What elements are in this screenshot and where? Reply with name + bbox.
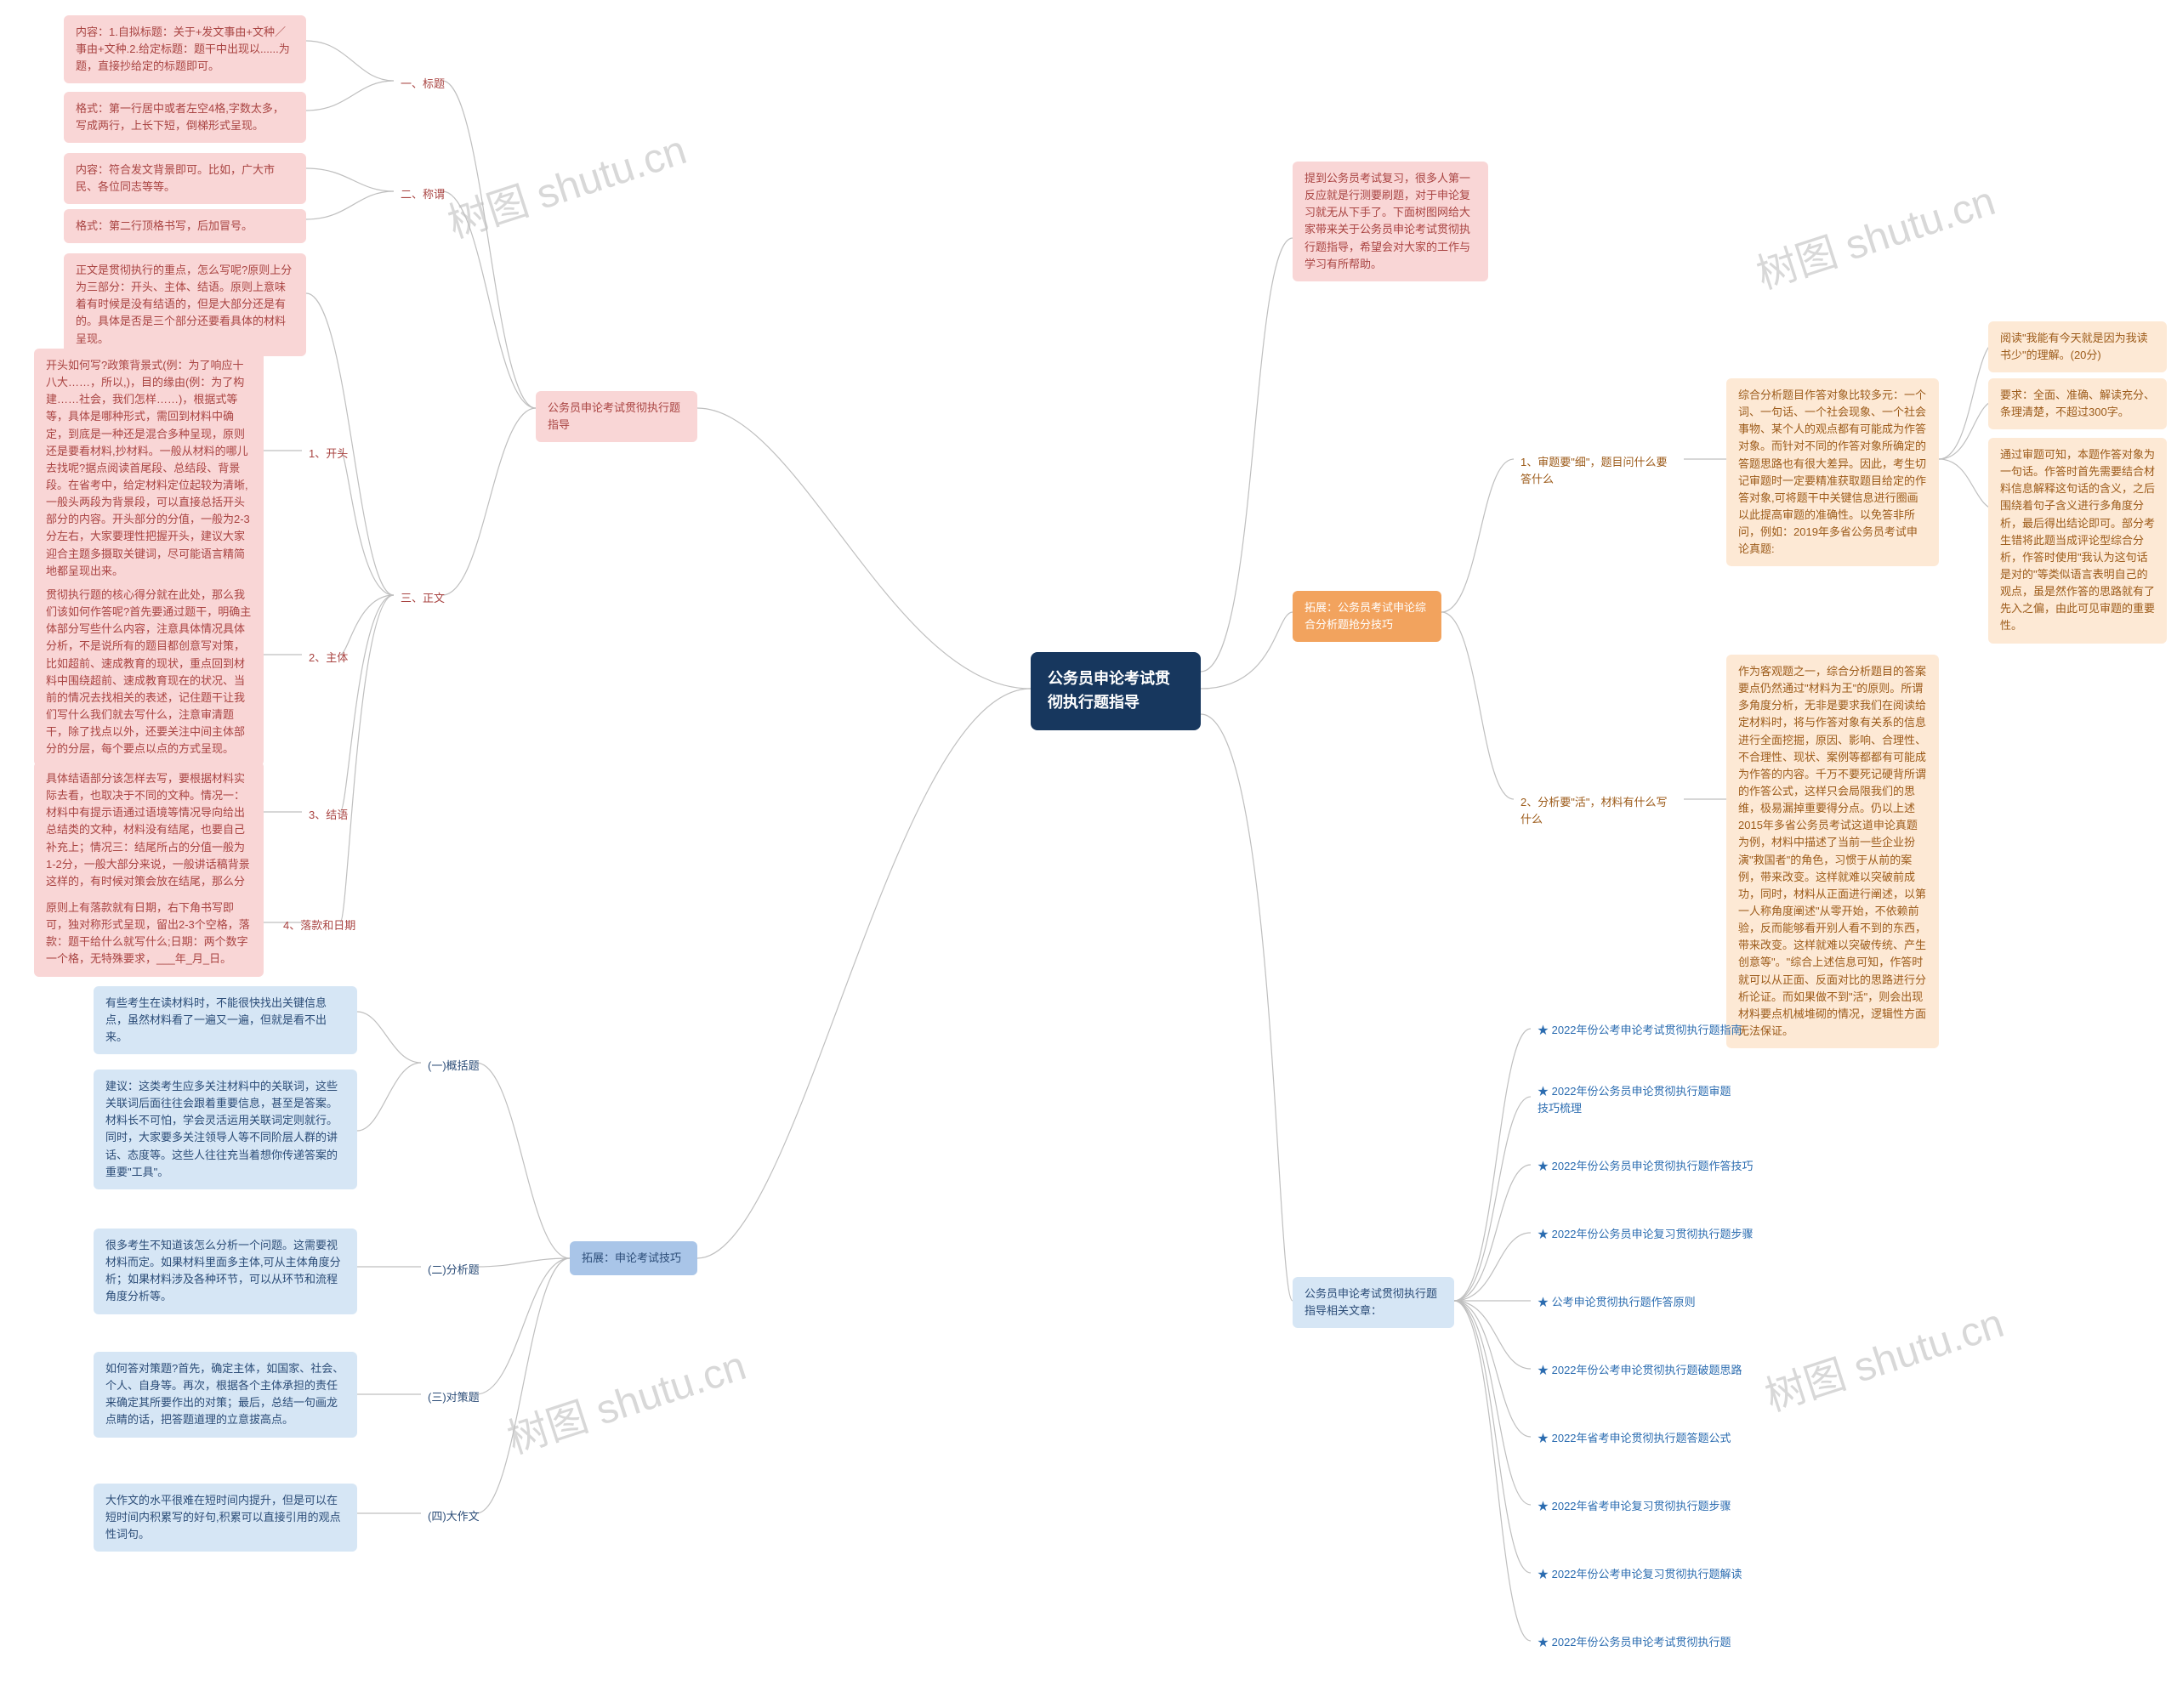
- leaf-sign: 原则上有落款就有日期，右下角书写即可，独对称形式呈现，留出2-3个空格，落款：题…: [34, 891, 264, 977]
- leaf-opening: 开头如何写?政策背景式(例：为了响应十八大……，所以,)，目的缘由(例：为了构建…: [34, 349, 264, 588]
- leaf-title-format: 格式：第一行居中或者左空4格,字数太多，写成两行，上长下短，倒梯形式呈现。: [64, 92, 306, 143]
- center-node: 公务员申论考试贯彻执行题指导: [1031, 652, 1201, 730]
- tips-sec2: (二)分析题: [421, 1258, 486, 1282]
- branch-right-analysis: 拓展：公务员考试申论综合分析题抢分技巧: [1293, 591, 1441, 642]
- tips-1-b: 建议：这类考生应多关注材料中的关联词，这些关联词后面往往会跟着重要信息，甚至是答…: [94, 1070, 357, 1189]
- branch-left-guide: 公务员申论考试贯彻执行题指导: [536, 391, 697, 442]
- related-link[interactable]: ★ 公考申论贯彻执行题作答原则: [1531, 1291, 1702, 1314]
- related-link[interactable]: ★ 2022年份公考申论贯彻执行题破题思路: [1531, 1359, 1749, 1382]
- related-link[interactable]: ★ 2022年省考申论贯彻执行题答题公式: [1531, 1427, 1738, 1450]
- related-link[interactable]: ★ 2022年份公务员申论考试贯彻执行题: [1531, 1631, 1738, 1654]
- mindmap-diagram: 公务员申论考试贯彻执行题指导 公务员申论考试贯彻执行题指导 一、标题 内容：1.…: [0, 0, 2177, 1708]
- tips-sec1: (一)概括题: [421, 1054, 486, 1078]
- related-link[interactable]: ★ 2022年份公务员申论贯彻执行题作答技巧: [1531, 1155, 1760, 1178]
- sublabel-opening: 1、开头: [302, 442, 355, 466]
- analysis-item2-label: 2、分析要"活"，材料有什么写什么: [1514, 791, 1684, 831]
- tips-2-a: 很多考生不知道该怎么分析一个问题。这需要视材料而定。如果材料里面多主体,可从主体…: [94, 1229, 357, 1314]
- analysis-item1-note2: 要求：全面、准确、解读充分、条理清楚，不超过300字。: [1988, 378, 2167, 429]
- related-link[interactable]: ★ 2022年份公务员申论贯彻执行题审题技巧梳理: [1531, 1080, 1743, 1121]
- right-intro: 提到公务员考试复习，很多人第一反应就是行测要刷题，对于申论复习就无从下手了。下面…: [1293, 162, 1488, 281]
- branch-left-tips: 拓展：申论考试技巧: [570, 1241, 697, 1275]
- leaf-title-content: 内容：1.自拟标题：关于+发文事由+文种／事由+文种.2.给定标题：题干中出现以…: [64, 15, 306, 83]
- leaf-salutation-content: 内容：符合发文背景即可。比如，广大市民、各位同志等等。: [64, 153, 306, 204]
- tips-1-a: 有些考生在读材料时，不能很快找出关键信息点，虽然材料看了一遍又一遍，但就是看不出…: [94, 986, 357, 1054]
- analysis-item2-text: 作为客观题之一，综合分析题目的答案要点仍然通过"材料为王"的原则。所谓多角度分析…: [1726, 655, 1939, 1048]
- sublabel-sign: 4、落款和日期: [276, 914, 362, 938]
- tips-sec4: (四)大作文: [421, 1505, 486, 1529]
- sublabel-ending: 3、结语: [302, 803, 355, 827]
- section-label-title: 一、标题: [394, 72, 452, 96]
- leaf-bodypre: 正文是贯彻执行的重点，怎么写呢?原则上分为三部分：开头、主体、结语。原则上意味着…: [64, 253, 306, 356]
- analysis-item1-text: 综合分析题目作答对象比较多元：一个词、一句话、一个社会现象、一个社会事物、某个人…: [1726, 378, 1939, 566]
- tips-4-a: 大作文的水平很难在短时间内提升，但是可以在短时间内积累写的好句,积累可以直接引用…: [94, 1484, 357, 1552]
- sublabel-main: 2、主体: [302, 646, 355, 670]
- section-label-salutation: 二、称谓: [394, 183, 452, 207]
- tips-sec3: (三)对策题: [421, 1386, 486, 1410]
- leaf-main: 贯彻执行题的核心得分就在此处，那么我们该如何作答呢?首先要通过题干，明确主体部分…: [34, 578, 264, 766]
- analysis-item1-label: 1、审题要"细"，题目问什么要答什么: [1514, 451, 1684, 491]
- leaf-salutation-format: 格式：第二行顶格书写，后加冒号。: [64, 209, 306, 243]
- related-link[interactable]: ★ 2022年份公考申论考试贯彻执行题指南: [1531, 1019, 1749, 1042]
- branch-right-related: 公务员申论考试贯彻执行题指导相关文章：: [1293, 1277, 1454, 1328]
- related-link[interactable]: ★ 2022年份公务员申论复习贯彻执行题步骤: [1531, 1223, 1760, 1246]
- section-label-body: 三、正文: [394, 587, 452, 610]
- tips-3-a: 如何答对策题?首先，确定主体，如国家、社会、个人、自身等。再次，根据各个主体承担…: [94, 1352, 357, 1438]
- analysis-item1-note3: 通过审题可知，本题作答对象为一句话。作答时首先需要结合材料信息解释这句话的含义，…: [1988, 438, 2167, 644]
- analysis-item1-note1: 阅读"我能有今天就是因为我读书少"的理解。(20分): [1988, 321, 2167, 372]
- related-link[interactable]: ★ 2022年份公考申论复习贯彻执行题解读: [1531, 1563, 1749, 1586]
- related-link[interactable]: ★ 2022年省考申论复习贯彻执行题步骤: [1531, 1495, 1738, 1518]
